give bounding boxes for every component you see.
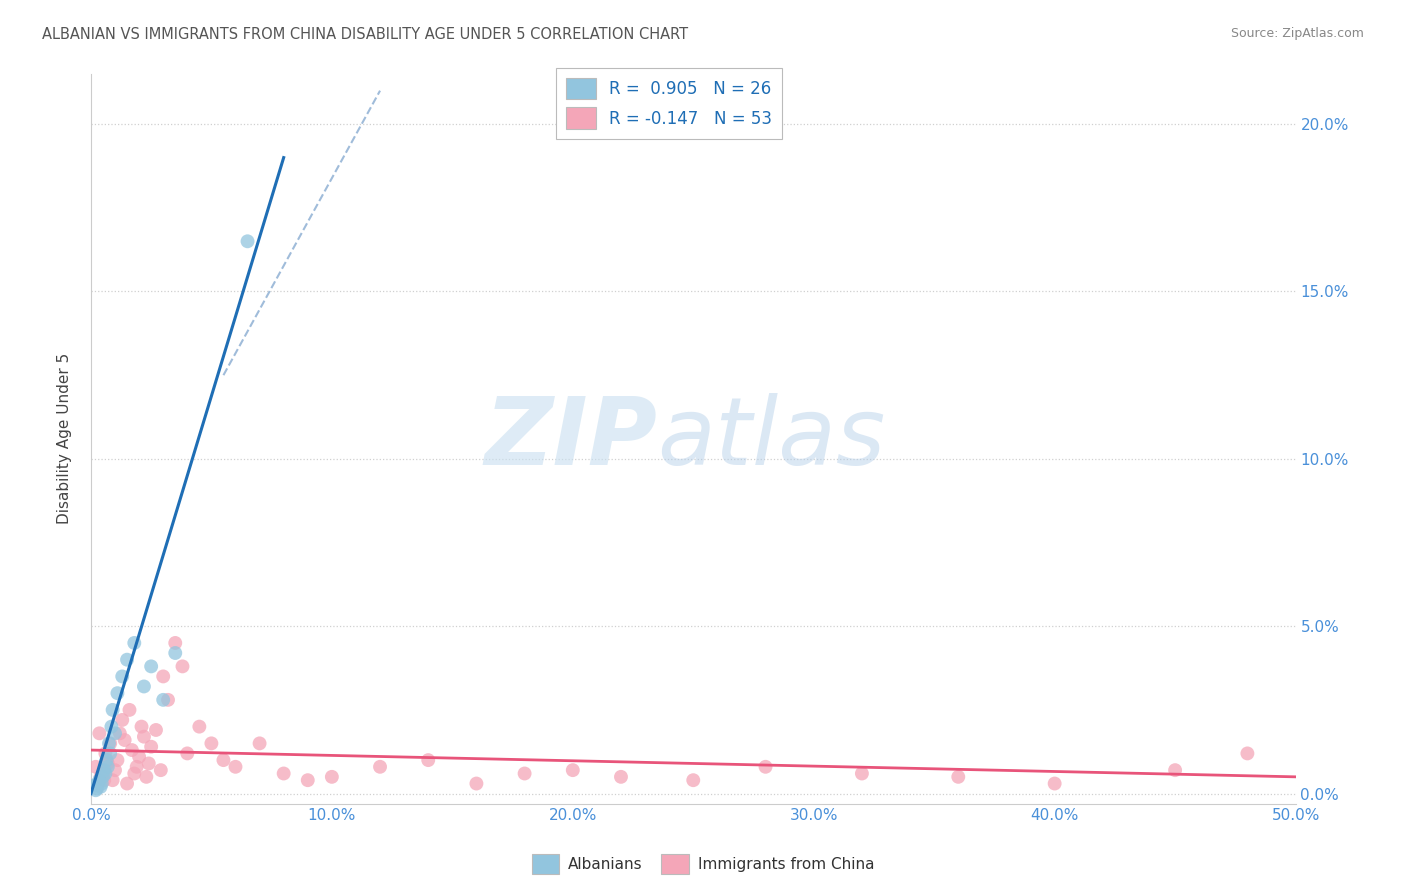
- Point: [84, 783, 107, 797]
- Point: [93, 773, 115, 788]
- Text: atlas: atlas: [657, 393, 886, 484]
- Legend: Albanians, Immigrants from China: Albanians, Immigrants from China: [526, 848, 880, 880]
- Point: [141, 739, 163, 754]
- Point: [165, 646, 187, 660]
- Point: [152, 693, 174, 707]
- Point: [172, 659, 194, 673]
- Point: [1164, 763, 1187, 777]
- Point: [157, 693, 180, 707]
- Text: ZIP: ZIP: [484, 392, 657, 484]
- Point: [89, 726, 111, 740]
- Point: [948, 770, 970, 784]
- Point: [212, 753, 235, 767]
- Point: [236, 234, 259, 248]
- Point: [90, 770, 112, 784]
- Point: [86, 781, 108, 796]
- Point: [89, 773, 111, 788]
- Point: [107, 686, 129, 700]
- Point: [87, 776, 110, 790]
- Point: [121, 743, 143, 757]
- Point: [118, 703, 141, 717]
- Point: [754, 760, 776, 774]
- Point: [188, 720, 211, 734]
- Point: [149, 763, 172, 777]
- Point: [100, 720, 122, 734]
- Point: [141, 659, 163, 673]
- Point: [273, 766, 295, 780]
- Point: [91, 770, 114, 784]
- Point: [124, 766, 146, 780]
- Point: [561, 763, 583, 777]
- Point: [249, 736, 271, 750]
- Point: [513, 766, 536, 780]
- Point: [111, 669, 134, 683]
- Point: [138, 756, 160, 771]
- Point: [1236, 747, 1258, 761]
- Y-axis label: Disability Age Under 5: Disability Age Under 5: [58, 353, 72, 524]
- Point: [152, 669, 174, 683]
- Point: [96, 753, 118, 767]
- Point: [90, 776, 112, 790]
- Point: [107, 753, 129, 767]
- Point: [131, 720, 153, 734]
- Point: [93, 763, 115, 777]
- Point: [132, 680, 155, 694]
- Point: [90, 780, 112, 794]
- Point: [94, 766, 117, 780]
- Point: [682, 773, 704, 788]
- Point: [321, 770, 343, 784]
- Point: [108, 726, 131, 740]
- Point: [111, 713, 134, 727]
- Point: [115, 776, 138, 790]
- Point: [97, 756, 120, 771]
- Point: [1043, 776, 1066, 790]
- Point: [83, 778, 105, 792]
- Point: [145, 723, 167, 737]
- Point: [101, 703, 124, 717]
- Point: [165, 636, 187, 650]
- Text: Source: ZipAtlas.com: Source: ZipAtlas.com: [1230, 27, 1364, 40]
- Legend: R =  0.905   N = 26, R = -0.147   N = 53: R = 0.905 N = 26, R = -0.147 N = 53: [555, 68, 782, 139]
- Point: [104, 763, 127, 777]
- Point: [98, 736, 121, 750]
- Point: [124, 636, 146, 650]
- Point: [94, 747, 117, 761]
- Point: [465, 776, 488, 790]
- Point: [297, 773, 319, 788]
- Point: [98, 736, 121, 750]
- Point: [104, 726, 127, 740]
- Point: [84, 760, 107, 774]
- Point: [851, 766, 873, 780]
- Point: [610, 770, 633, 784]
- Point: [114, 733, 136, 747]
- Point: [97, 760, 120, 774]
- Point: [200, 736, 222, 750]
- Point: [101, 773, 124, 788]
- Point: [128, 749, 150, 764]
- Point: [135, 770, 157, 784]
- Point: [418, 753, 440, 767]
- Point: [125, 760, 148, 774]
- Point: [368, 760, 391, 774]
- Point: [132, 730, 155, 744]
- Point: [115, 653, 138, 667]
- Point: [91, 766, 114, 780]
- Text: ALBANIAN VS IMMIGRANTS FROM CHINA DISABILITY AGE UNDER 5 CORRELATION CHART: ALBANIAN VS IMMIGRANTS FROM CHINA DISABI…: [42, 27, 689, 42]
- Point: [98, 747, 121, 761]
- Point: [224, 760, 246, 774]
- Point: [176, 747, 198, 761]
